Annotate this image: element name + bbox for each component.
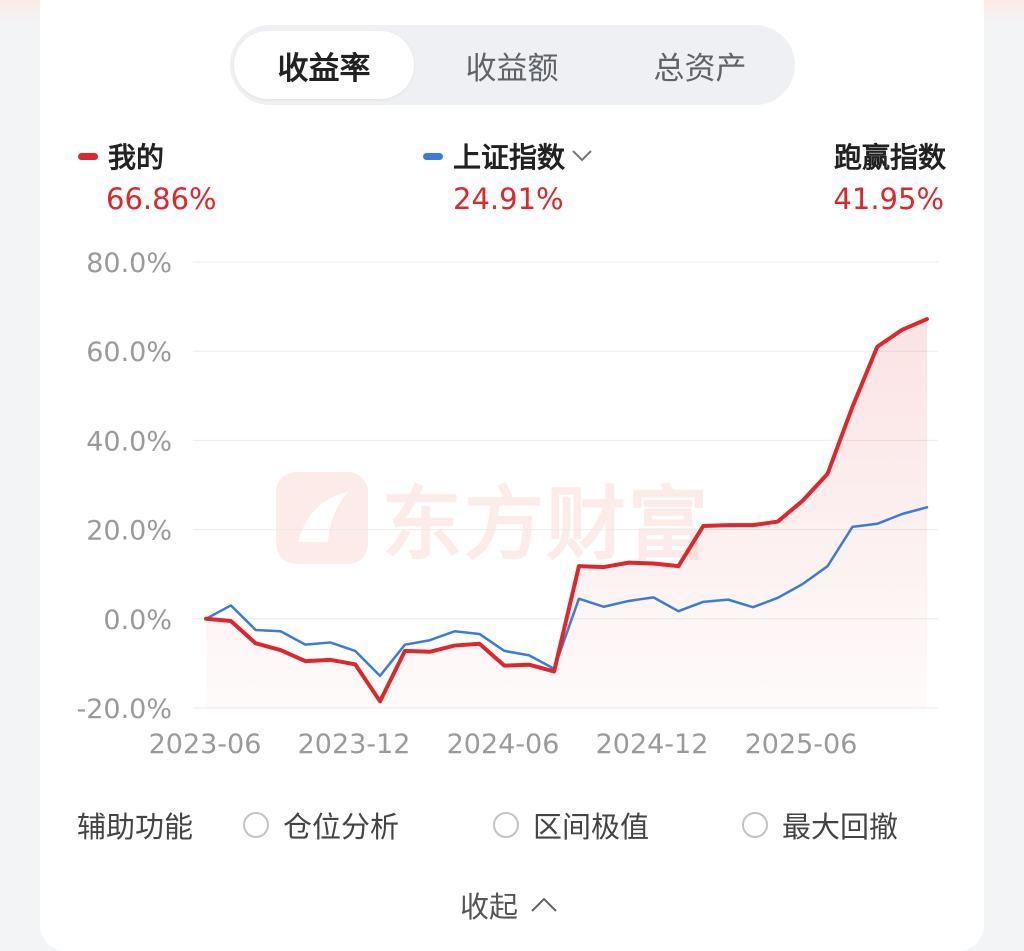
x-tick-label: 2024-12 <box>596 729 709 760</box>
option-label: 区间极值 <box>533 810 650 844</box>
index-selector[interactable]: 上证指数 <box>423 136 593 176</box>
series-line-mine <box>204 317 929 704</box>
y-tick-label: 60.0% <box>86 337 172 368</box>
option-position-analysis[interactable]: 仓位分析 <box>243 804 399 846</box>
legend-index-label: 上证指数 <box>453 141 566 174</box>
legend-mine-label: 我的 <box>108 141 165 174</box>
option-label: 仓位分析 <box>283 810 400 844</box>
legend-index-value: 24.91% <box>453 182 564 216</box>
top-tint-left <box>0 0 40 22</box>
top-tint-right <box>984 0 1024 22</box>
y-tick-label: 80.0% <box>86 248 172 279</box>
collapse-label: 收起 <box>460 890 519 924</box>
x-tick-label: 2025-06 <box>745 729 858 760</box>
tab-total-assets[interactable]: 总资产 <box>653 50 747 87</box>
option-range-extremes[interactable]: 区间极值 <box>493 804 649 846</box>
y-tick-label: 20.0% <box>86 516 172 547</box>
tab-return-amount[interactable]: 收益额 <box>465 50 559 87</box>
tab-return-rate[interactable]: 收益率 <box>234 31 414 99</box>
y-tick-label: 0.0% <box>103 605 172 636</box>
watermark-logo-icon <box>276 472 368 564</box>
x-tick-label: 2024-06 <box>447 729 560 760</box>
x-tick-label: 2023-12 <box>298 729 411 760</box>
legend-index-swatch <box>423 152 443 160</box>
auxiliary-row: 辅助功能 仓位分析 区间极值 最大回撤 <box>40 800 984 846</box>
watermark-text: 东方财富 <box>382 478 710 571</box>
option-max-drawdown[interactable]: 最大回撤 <box>742 804 898 846</box>
series-line-index <box>204 506 929 678</box>
radio-icon <box>493 812 519 838</box>
y-tick-label: -20.0% <box>76 694 172 725</box>
line-chart: 80.0% 60.0% 40.0% 20.0% 0.0% -20.0% 2023-06 20… <box>76 248 938 760</box>
series-area-mine <box>206 319 927 708</box>
legend-beat-value: 41.95% <box>833 182 944 216</box>
radio-icon <box>742 812 768 838</box>
legend-mine: 我的 <box>78 136 164 176</box>
y-tick-label: 40.0% <box>86 426 172 457</box>
legend-beat-label: 跑赢指数 <box>833 141 946 174</box>
option-label: 最大回撤 <box>782 810 899 844</box>
legend-mine-swatch <box>78 152 98 160</box>
legend-mine-value: 66.86% <box>106 182 217 216</box>
watermark: 东方财富 <box>276 460 710 576</box>
radio-icon <box>243 812 269 838</box>
chart-card: 收益率 收益额 总资产 我的 66.86% 上证指数 24.91% 跑赢指数 4… <box>40 0 984 951</box>
metric-tab-bar: 收益率 收益额 总资产 <box>230 25 795 105</box>
x-tick-label: 2023-06 <box>149 729 262 760</box>
chevron-down-icon <box>572 150 592 162</box>
chevron-up-icon <box>531 897 557 912</box>
auxiliary-title: 辅助功能 <box>77 810 194 844</box>
collapse-button[interactable]: 收起 <box>460 884 558 926</box>
legend-beat: 跑赢指数 <box>834 136 946 176</box>
